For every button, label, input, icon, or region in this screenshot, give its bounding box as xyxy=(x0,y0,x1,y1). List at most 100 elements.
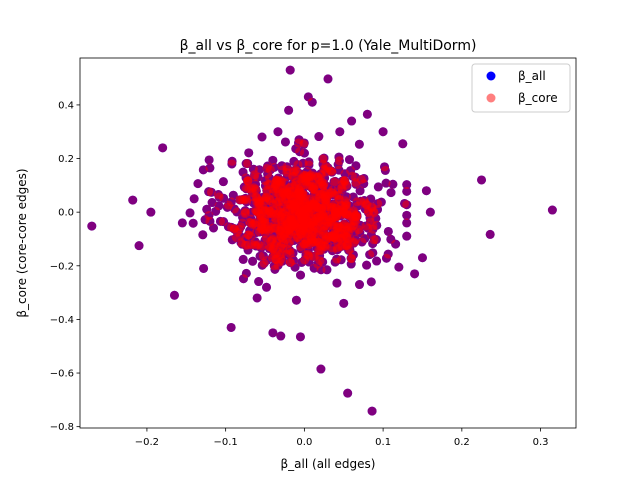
point-beta-core xyxy=(257,132,267,142)
point-beta-core xyxy=(425,207,435,217)
point-beta-core xyxy=(259,217,269,227)
plot-frame xyxy=(79,57,577,429)
x-tick-label: −0.1 xyxy=(214,437,238,448)
point-beta-core xyxy=(342,234,352,244)
point-beta-core xyxy=(302,167,312,177)
legend-label-beta-all: β_all xyxy=(518,69,546,83)
legend-marker-beta-all xyxy=(486,71,496,81)
point-beta-core xyxy=(359,173,369,183)
point-beta-core xyxy=(199,263,209,273)
point-beta-core xyxy=(312,236,322,246)
point-beta-core xyxy=(268,250,278,260)
point-beta-core xyxy=(316,364,326,374)
point-beta-core xyxy=(298,225,308,235)
point-beta-core xyxy=(391,239,401,249)
point-beta-core xyxy=(268,328,278,338)
point-beta-core xyxy=(366,277,376,287)
point-beta-core xyxy=(326,166,336,176)
point-beta-core xyxy=(268,155,278,165)
point-beta-core xyxy=(362,200,372,210)
point-beta-core xyxy=(330,257,340,267)
point-beta-core xyxy=(417,253,427,263)
point-beta-core xyxy=(383,226,393,236)
x-tick-label: 0.2 xyxy=(454,437,470,448)
point-beta-core xyxy=(238,254,248,264)
point-beta-core xyxy=(239,195,249,205)
point-beta-core xyxy=(342,241,352,251)
point-beta-core xyxy=(279,238,289,248)
point-beta-core xyxy=(254,277,264,287)
point-beta-core xyxy=(236,222,246,232)
point-beta-core xyxy=(383,249,393,259)
point-beta-core xyxy=(367,406,377,416)
point-beta-core xyxy=(388,179,398,189)
point-beta-core xyxy=(328,226,338,236)
x-axis: −0.2 −0.1 0.0 0.1 0.2 0.3 xyxy=(135,428,549,448)
point-beta-core xyxy=(360,234,370,244)
point-beta-core xyxy=(177,218,187,228)
x-tick-label: 0.0 xyxy=(296,437,312,448)
point-beta-core xyxy=(309,263,319,273)
point-beta-core xyxy=(297,257,307,267)
point-beta-core xyxy=(257,260,267,270)
x-tick-label: 0.3 xyxy=(533,437,549,448)
point-beta-core xyxy=(368,248,378,258)
y-tick-label: 0.0 xyxy=(58,208,74,219)
point-beta-core xyxy=(270,223,280,233)
point-beta-core xyxy=(87,221,97,231)
point-beta-core xyxy=(291,295,301,305)
point-beta-core xyxy=(207,198,217,208)
point-beta-core xyxy=(348,192,358,202)
point-beta-core xyxy=(334,152,344,162)
point-beta-core xyxy=(354,139,364,149)
point-beta-core xyxy=(362,260,372,270)
point-beta-core xyxy=(146,207,156,217)
point-beta-core xyxy=(211,206,221,216)
point-beta-core xyxy=(381,178,391,188)
point-beta-core xyxy=(402,200,412,210)
point-beta-core xyxy=(402,210,412,220)
point-beta-core xyxy=(372,256,382,266)
point-beta-core xyxy=(303,201,313,211)
point-beta-core xyxy=(332,278,342,288)
point-beta-core xyxy=(262,282,272,292)
point-beta-core xyxy=(319,153,329,163)
point-beta-core xyxy=(363,223,373,233)
point-beta-core xyxy=(297,174,307,184)
point-beta-core xyxy=(209,223,219,233)
point-beta-core xyxy=(251,205,261,215)
point-beta-core xyxy=(299,239,309,249)
point-beta-core xyxy=(285,245,295,255)
point-beta-core xyxy=(243,159,253,169)
point-beta-core xyxy=(285,65,295,75)
point-beta-core xyxy=(335,127,345,137)
point-beta-core xyxy=(421,186,431,196)
point-beta-core xyxy=(286,211,296,221)
point-beta-core xyxy=(402,180,412,190)
legend-marker-beta-core xyxy=(486,93,496,103)
y-tick-label: 0.4 xyxy=(58,100,74,111)
point-beta-core xyxy=(293,160,303,170)
point-beta-core xyxy=(339,298,349,308)
point-beta-core xyxy=(272,175,282,185)
y-tick-label: −0.6 xyxy=(50,369,74,380)
point-beta-core xyxy=(134,241,144,251)
point-beta-core xyxy=(227,159,237,169)
point-beta-core xyxy=(327,243,337,253)
point-beta-core xyxy=(321,202,331,212)
point-beta-core xyxy=(315,251,325,261)
point-beta-core xyxy=(198,165,208,175)
chart-title: β_all vs β_core for p=1.0 (Yale_MultiDor… xyxy=(180,38,477,54)
x-tick-label: 0.1 xyxy=(375,437,391,448)
point-beta-core xyxy=(362,109,372,119)
point-beta-core xyxy=(284,105,294,115)
point-beta-core xyxy=(347,116,357,126)
point-beta-core xyxy=(351,179,361,189)
point-beta-core xyxy=(264,244,274,254)
point-beta-core xyxy=(219,217,229,227)
point-beta-core xyxy=(477,175,487,185)
point-beta-core xyxy=(547,205,557,215)
point-beta-core xyxy=(261,193,271,203)
